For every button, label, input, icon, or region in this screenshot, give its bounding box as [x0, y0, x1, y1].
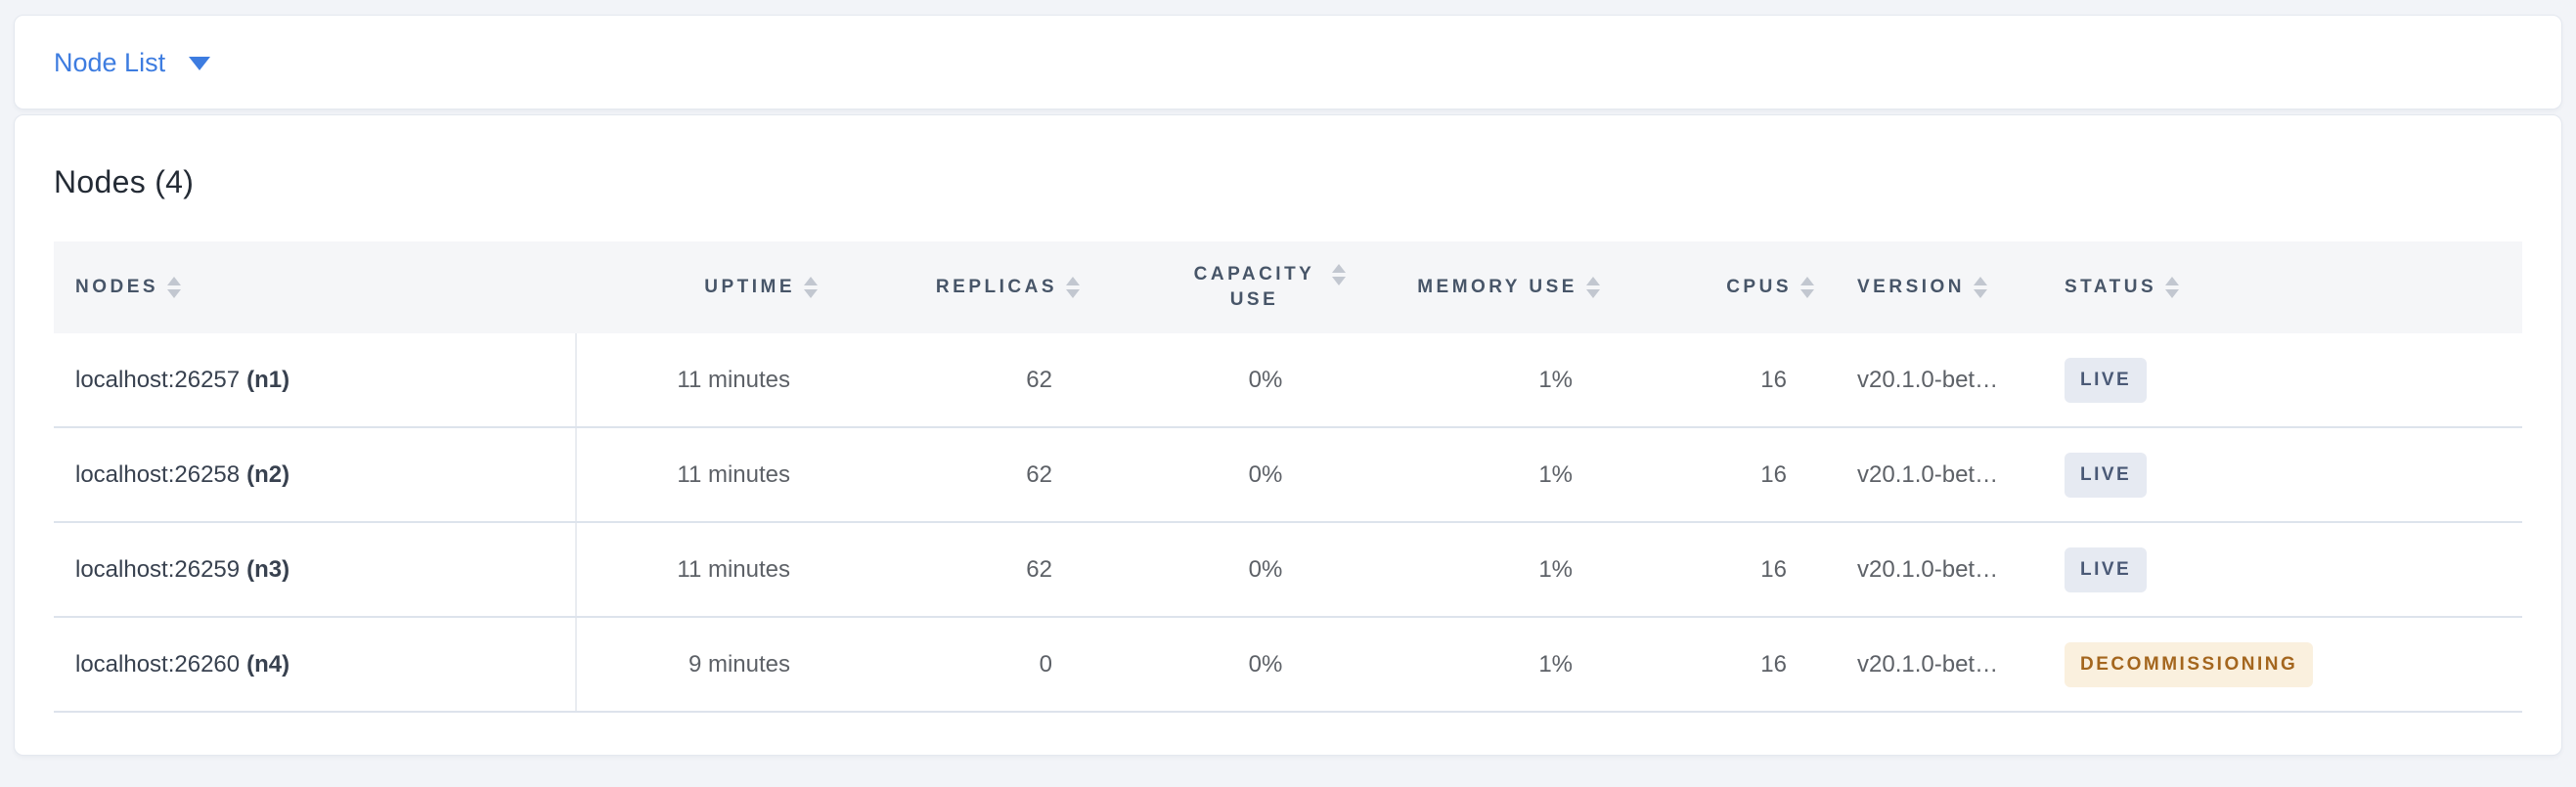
capacity-use-cell: 0%: [1248, 555, 1283, 583]
sort-icon[interactable]: [1800, 277, 1814, 298]
cpus-cell: 16: [1760, 366, 1787, 393]
version-text: v20.1.0-bet…: [1857, 460, 1999, 488]
node-list-dropdown[interactable]: Node List: [54, 47, 211, 78]
node-id: (n3): [246, 555, 290, 583]
sort-icon[interactable]: [1974, 277, 1988, 298]
column-label: CPUS: [1726, 277, 1792, 297]
replicas-cell: 62: [1026, 366, 1052, 393]
node-address-cell: localhost:26259 (n3): [54, 523, 577, 616]
memory-use-cell: 1%: [1538, 555, 1573, 583]
column-header-memory-use[interactable]: MEMORY USE: [1417, 241, 1623, 333]
cpus-cell: 16: [1760, 650, 1787, 678]
uptime-cell: 9 minutes: [688, 650, 790, 678]
status-badge: LIVE: [2065, 547, 2148, 592]
nodes-page: Node List Nodes (4) NODES UPTIME REPLICA…: [0, 15, 2576, 787]
table-row-node-3: localhost:26259 (n3) 11 minutes 62 0% 1%…: [54, 523, 2522, 618]
node-id: (n4): [246, 650, 290, 678]
uptime-cell: 11 minutes: [677, 555, 790, 583]
column-label: NODES: [75, 277, 159, 297]
sort-icon[interactable]: [2165, 277, 2180, 298]
column-header-status[interactable]: STATUS: [2055, 241, 2522, 333]
column-header-nodes[interactable]: NODES: [54, 241, 577, 333]
capacity-use-cell: 0%: [1248, 366, 1283, 393]
sort-icon[interactable]: [804, 277, 818, 298]
view-selector-card: Node List: [14, 15, 2562, 109]
column-label: CAPACITY USE: [1193, 264, 1315, 310]
version-cell: v20.1.0-bet…: [1838, 618, 2055, 711]
version-text: v20.1.0-bet…: [1857, 555, 1999, 583]
sort-icon[interactable]: [1586, 277, 1600, 298]
memory-use-cell: 1%: [1538, 366, 1573, 393]
version-text: v20.1.0-bet…: [1857, 366, 1999, 393]
memory-use-cell: 1%: [1538, 460, 1573, 488]
column-label: MEMORY USE: [1417, 277, 1577, 297]
column-header-version[interactable]: VERSION: [1838, 241, 2055, 333]
sort-icon[interactable]: [167, 277, 182, 298]
node-address: localhost:26258: [75, 460, 241, 488]
uptime-cell: 11 minutes: [677, 460, 790, 488]
column-label: STATUS: [2065, 277, 2157, 297]
cpus-cell: 16: [1760, 460, 1787, 488]
sort-icon[interactable]: [1331, 264, 1346, 285]
status-badge: DECOMMISSIONING: [2065, 641, 2314, 687]
sort-icon[interactable]: [1066, 277, 1080, 298]
page-title: Nodes (4): [54, 164, 195, 199]
column-header-capacity-use[interactable]: CAPACITY USE: [1103, 241, 1428, 333]
replicas-cell: 0: [1039, 650, 1052, 678]
capacity-use-cell: 0%: [1248, 650, 1283, 678]
column-label: REPLICAS: [935, 277, 1057, 297]
node-list-dropdown-label: Node List: [54, 47, 166, 77]
table-row-node-4: localhost:26260 (n4) 9 minutes 0 0% 1% 1…: [54, 618, 2522, 713]
replicas-cell: 62: [1026, 555, 1052, 583]
version-text: v20.1.0-bet…: [1857, 650, 1999, 678]
replicas-cell: 62: [1026, 460, 1052, 488]
node-id: (n2): [246, 460, 290, 488]
column-label: VERSION: [1857, 277, 1966, 297]
table-header: NODES UPTIME REPLICAS CAPACITY USE MEMOR…: [54, 241, 2522, 333]
node-address-cell: localhost:26257 (n1): [54, 333, 577, 426]
column-header-uptime[interactable]: UPTIME: [577, 241, 841, 333]
node-address: localhost:26257: [75, 366, 241, 393]
status-badge: LIVE: [2065, 452, 2148, 498]
column-label: UPTIME: [704, 277, 795, 297]
version-cell: v20.1.0-bet…: [1838, 333, 2055, 426]
nodes-card: Nodes (4) NODES UPTIME REPLICAS CAPACITY…: [14, 114, 2562, 756]
status-cell: LIVE: [2055, 333, 2522, 426]
node-address: localhost:26260: [75, 650, 241, 678]
node-address: localhost:26259: [75, 555, 241, 583]
uptime-cell: 11 minutes: [677, 366, 790, 393]
chevron-down-icon: [189, 57, 211, 70]
column-header-cpus[interactable]: CPUS: [1623, 241, 1838, 333]
memory-use-cell: 1%: [1538, 650, 1573, 678]
status-badge: LIVE: [2065, 357, 2148, 403]
capacity-use-cell: 0%: [1248, 460, 1283, 488]
status-cell: DECOMMISSIONING: [2055, 618, 2522, 711]
cpus-cell: 16: [1760, 555, 1787, 583]
node-id: (n1): [246, 366, 290, 393]
status-cell: LIVE: [2055, 523, 2522, 616]
node-address-cell: localhost:26258 (n2): [54, 428, 577, 521]
version-cell: v20.1.0-bet…: [1838, 523, 2055, 616]
table-row-node-1: localhost:26257 (n1) 11 minutes 62 0% 1%…: [54, 333, 2522, 428]
status-cell: LIVE: [2055, 428, 2522, 521]
nodes-table: NODES UPTIME REPLICAS CAPACITY USE MEMOR…: [54, 241, 2522, 713]
table-row-node-2: localhost:26258 (n2) 11 minutes 62 0% 1%…: [54, 428, 2522, 523]
node-address-cell: localhost:26260 (n4): [54, 618, 577, 711]
version-cell: v20.1.0-bet…: [1838, 428, 2055, 521]
column-header-replicas[interactable]: REPLICAS: [841, 241, 1103, 333]
